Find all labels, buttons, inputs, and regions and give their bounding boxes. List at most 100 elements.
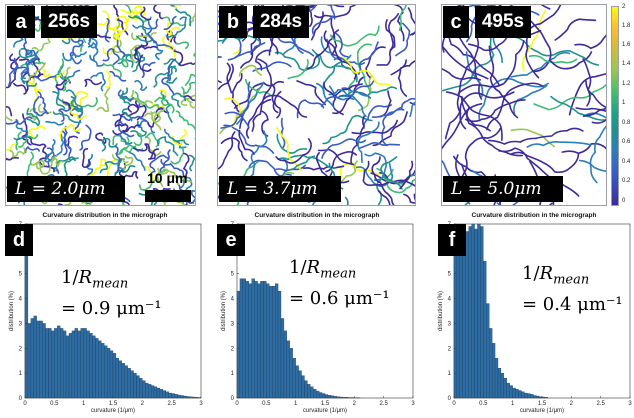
fiber-segment: [114, 145, 125, 174]
fiber-segment: [69, 51, 82, 65]
fiber-segment: [379, 172, 415, 187]
fiber-segment: [189, 12, 195, 27]
fiber-segment: [63, 125, 68, 156]
histogram-bar: [71, 330, 76, 399]
histogram-bar: [165, 391, 169, 399]
fiber-segment: [190, 190, 195, 199]
fiber-segment: [122, 155, 134, 172]
fiber-segment: [134, 91, 163, 111]
histogram-chart-f: 00.511.522.5301234567curvature (1/μm)dis…: [438, 222, 632, 414]
fiber-segment: [96, 10, 110, 26]
histogram-bar: [527, 393, 531, 399]
histogram-bar: [310, 386, 314, 399]
panel-letter-c: c: [443, 6, 469, 38]
histogram-bar: [42, 323, 46, 399]
x-tick-label: 1.5: [321, 401, 330, 407]
x-tick-label: 0: [452, 401, 456, 407]
fiber-segment: [63, 158, 76, 179]
fiber-segment: [561, 142, 606, 155]
fiber-segment: [133, 132, 143, 146]
histogram-bar: [112, 353, 117, 399]
fiber-segment: [245, 82, 273, 139]
fiber-segment: [20, 61, 46, 68]
rmean-label-e: 1/Rmean = 0.6 μm⁻¹: [289, 256, 390, 311]
fiber-network-a: [6, 5, 195, 205]
x-tick-label: 1: [82, 401, 86, 407]
fiber-segment: [248, 159, 292, 178]
x-tick-label: 1.5: [538, 401, 547, 407]
histogram-bar: [51, 330, 55, 399]
fiber-segment: [132, 49, 146, 73]
micrograph-panel-c: c 495s L = 5.0μm 2 1.8 1.6 1.4 1.2 1 0.8…: [441, 4, 634, 206]
fiber-segment: [251, 98, 272, 132]
fiber-segment: [224, 111, 250, 128]
fiber-segment: [314, 5, 357, 19]
fiber-segment: [585, 80, 606, 108]
histogram-bar: [465, 231, 469, 399]
histogram-bar: [292, 358, 296, 399]
histogram-bar: [313, 389, 317, 399]
fiber-segment: [582, 112, 606, 119]
fiber-segment: [54, 58, 65, 88]
fiber-segment: [184, 94, 195, 101]
fiber-segment: [548, 202, 553, 205]
fiber-segment: [231, 73, 244, 129]
fiber-segment: [456, 37, 480, 130]
y-tick-label: 5: [231, 272, 235, 278]
x-tick-label: 2: [353, 401, 357, 407]
histogram-bar: [183, 395, 187, 399]
histogram-bar: [304, 380, 308, 399]
histogram-bar: [54, 328, 58, 399]
rmean-symbol: 1/Rmean: [61, 267, 129, 292]
histogram-bar: [521, 391, 525, 399]
fiber-segment: [320, 36, 340, 60]
fiber-segment: [181, 81, 195, 95]
fiber-segment: [130, 89, 153, 106]
fiber-segment: [344, 196, 349, 205]
histogram-bar: [171, 393, 175, 399]
fiber-segment: [244, 130, 268, 181]
fiber-segment: [157, 43, 176, 51]
fiber-segment: [274, 51, 321, 71]
fiber-segment: [150, 36, 164, 61]
fiber-segment: [33, 96, 49, 117]
histogram-bar: [159, 389, 164, 399]
rmean-symbol: 1/Rmean: [289, 257, 357, 282]
fiber-segment: [398, 5, 407, 31]
fiber-segment: [347, 86, 397, 97]
fiber-segment: [305, 29, 340, 70]
fiber-segment: [6, 141, 16, 151]
micrograph-image-a: [5, 4, 196, 206]
histogram-bar: [500, 372, 505, 399]
histogram-bar: [245, 281, 249, 399]
histogram-title: Curvature distribution in the micrograph: [254, 212, 380, 219]
fiber-segment: [114, 112, 129, 132]
histogram-bar: [162, 390, 166, 399]
fiber-segment: [397, 59, 408, 97]
histogram-bar: [512, 387, 516, 399]
histogram-bar: [518, 390, 522, 399]
fiber-segment: [359, 142, 401, 149]
fiber-segment: [52, 91, 66, 110]
fiber-segment: [162, 36, 176, 58]
micrograph-panel-a: a 256s L = 2.0μm 10 μm: [5, 4, 196, 206]
fiber-segment: [525, 5, 562, 34]
x-tick-label: 0: [235, 401, 239, 407]
fiber-segment: [31, 42, 49, 52]
fiber-segment: [407, 7, 415, 36]
fiber-segment: [220, 137, 248, 162]
fiber-segment: [32, 58, 41, 74]
fiber-segment: [29, 160, 45, 170]
y-tick-label: 2: [19, 346, 23, 352]
fiber-segment: [113, 15, 121, 40]
fiber-segment: [62, 130, 72, 160]
fiber-segment: [27, 81, 43, 92]
histogram-bar: [174, 394, 178, 399]
fiber-segment: [20, 77, 37, 87]
histogram-bar: [342, 397, 346, 399]
histogram-chart-d: 00.511.522.5301234567curvature (1/μm)dis…: [9, 222, 203, 414]
panel-time-a: 256s: [41, 6, 97, 38]
fiber-segment: [332, 76, 366, 115]
fiber-segment: [95, 132, 107, 145]
y-tick-label: 5: [448, 272, 452, 278]
